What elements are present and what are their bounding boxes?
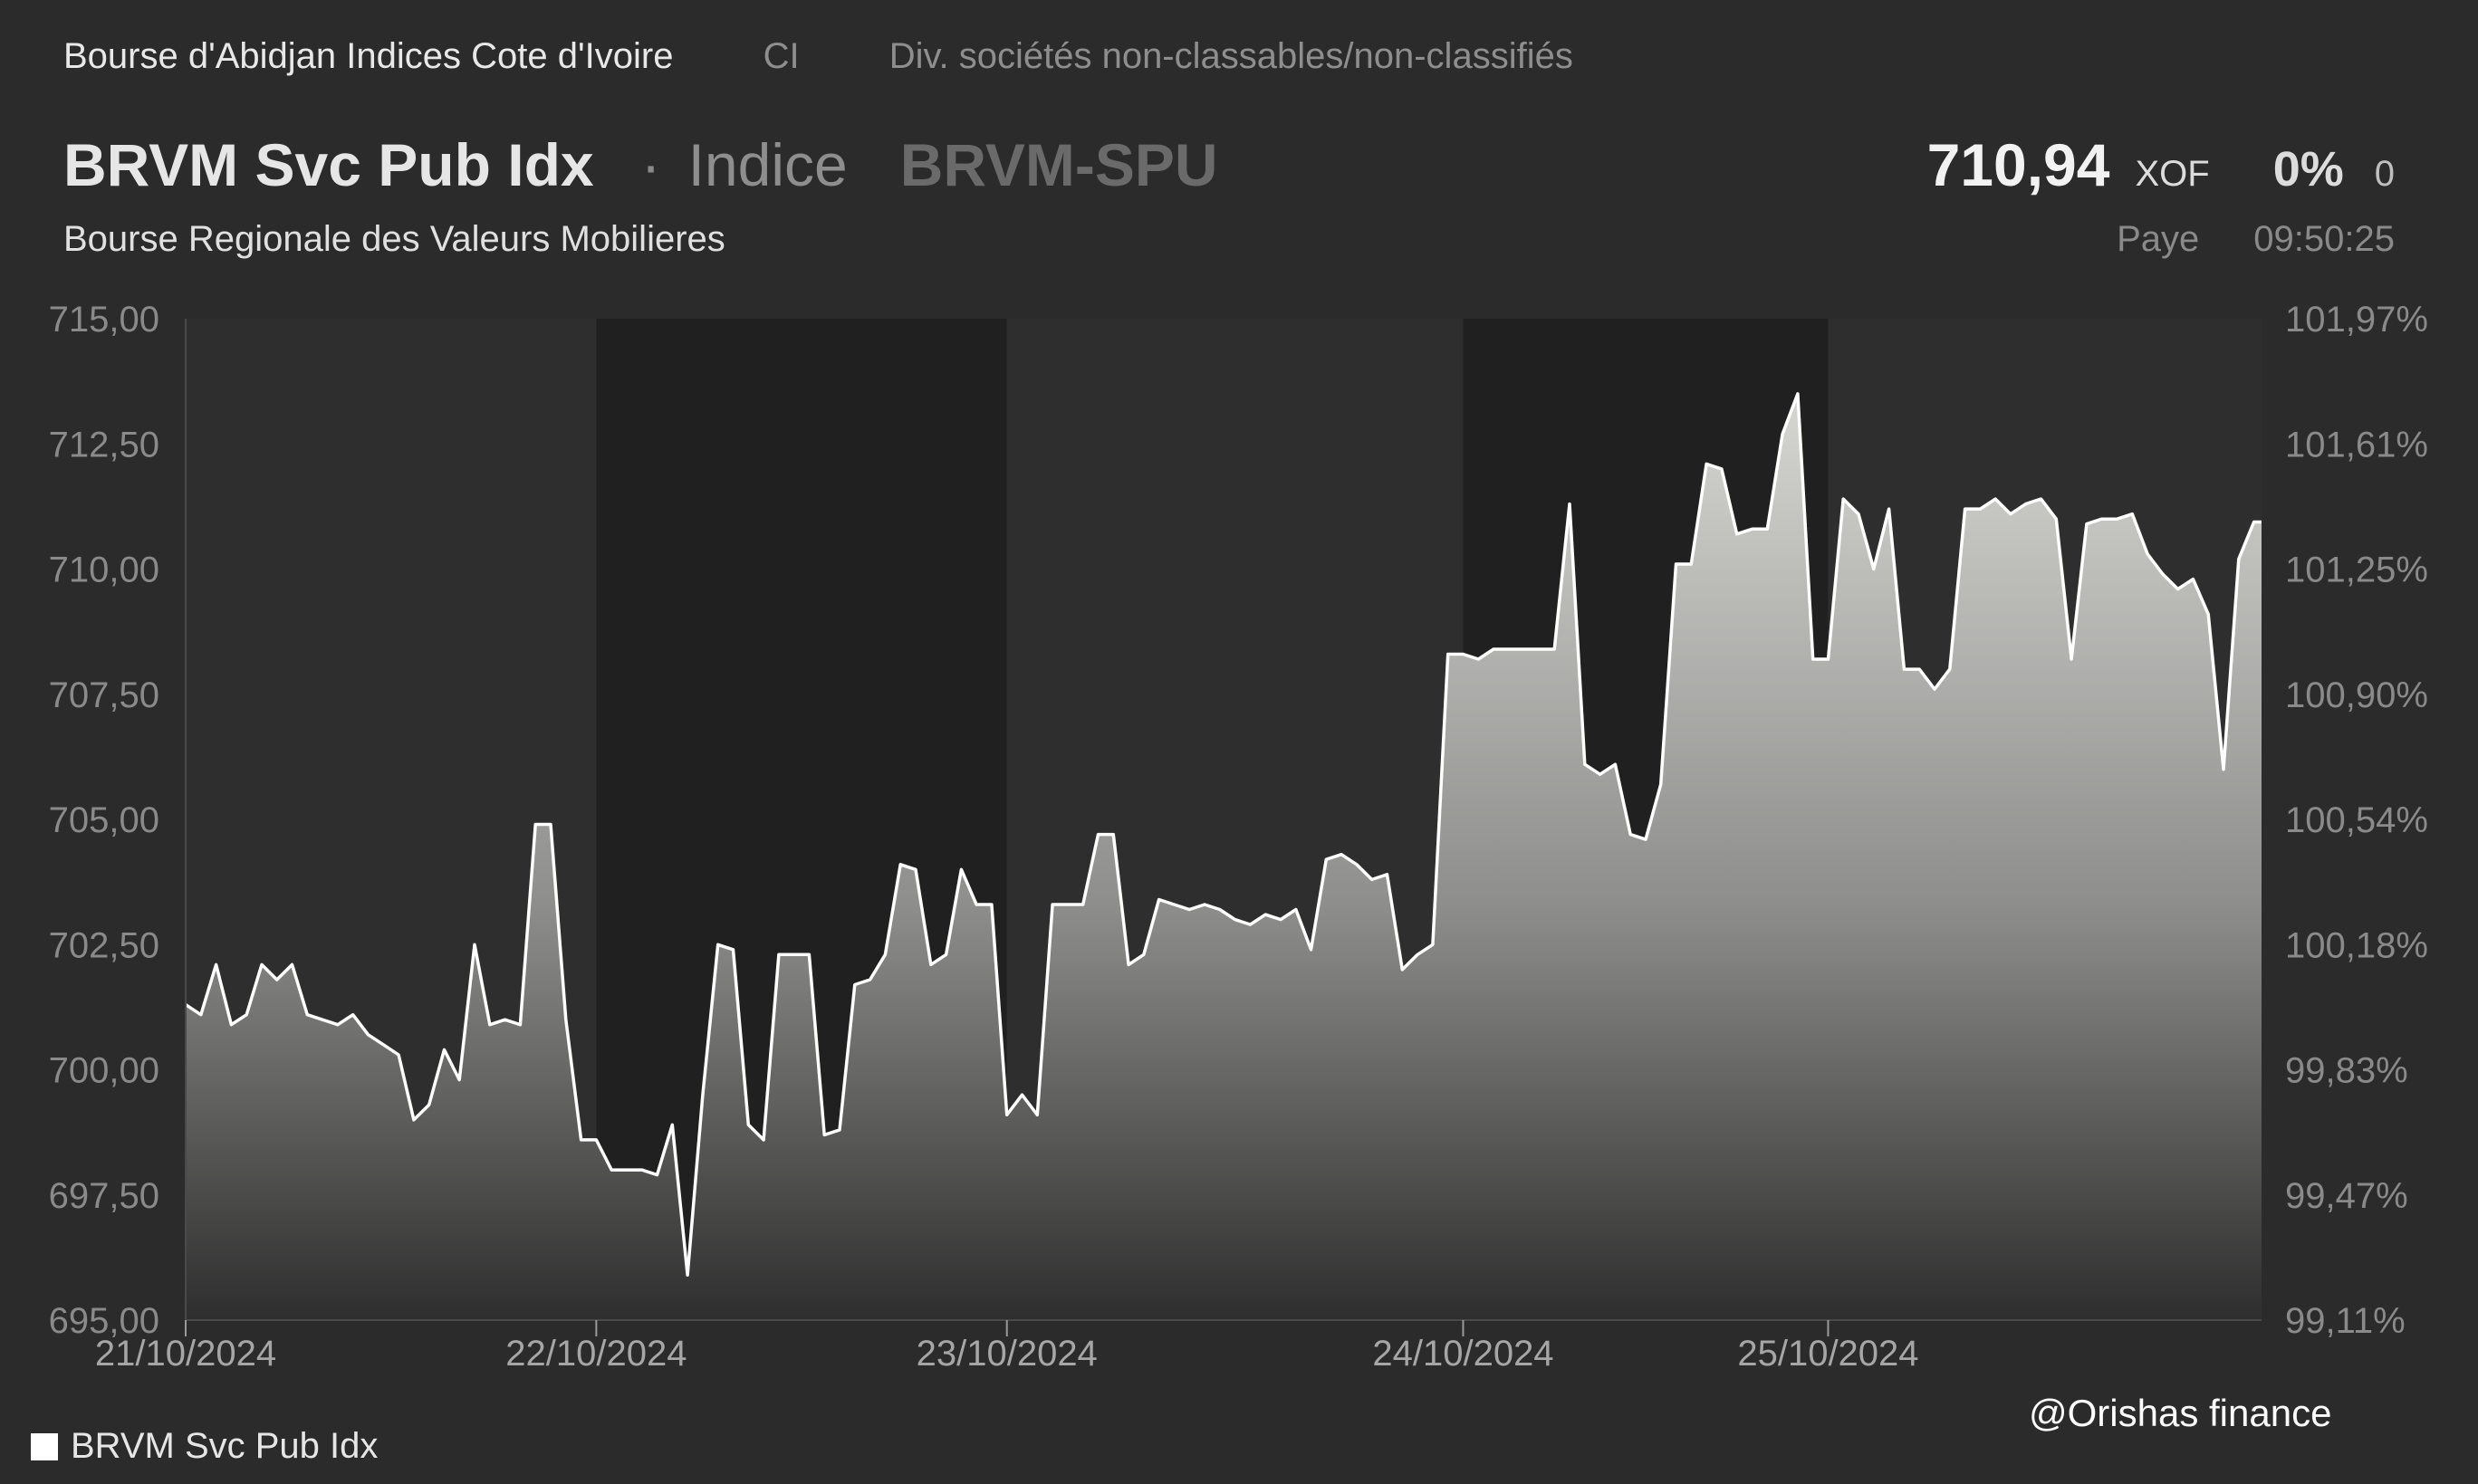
y-tick-right: 100,90% [2285,675,2428,715]
quote-time: 09:50:25 [2253,219,2395,259]
y-tick-right: 101,61% [2285,425,2428,464]
series-line [185,392,2262,1277]
axes [185,319,2262,1321]
instrument-name: BRVM Svc Pub Idx [63,131,594,198]
change-percent: 0% [2272,142,2344,196]
breadcrumb: Bourse d'Abidjan Indices Cote d'Ivoire C… [63,31,1653,81]
exchange-full-name: Bourse Regionale des Valeurs Mobilieres [63,219,725,259]
title-separator: · [640,131,661,198]
legend[interactable]: BRVM Svc Pub Idx [31,1423,378,1469]
legend-swatch [31,1433,58,1460]
breadcrumb-exchange[interactable]: Bourse d'Abidjan Indices Cote d'Ivoire [63,36,674,76]
y-axis-left: 695,00 697,50 700,00 702,50 705,00 707,50 710,… [49,300,159,1341]
last-price: 710,94 [1926,131,2110,198]
legend-label: BRVM Svc Pub Idx [71,1426,379,1466]
breadcrumb-country[interactable]: CI [763,36,800,76]
breadcrumb-sector[interactable]: Div. sociétés non-classables/non-classif… [888,36,1573,76]
market-status: Paye 09:50:25 [2117,215,2395,263]
x-tick-label: 24/10/2024 [1372,1334,1553,1374]
currency: XOF [2135,154,2210,194]
y-tick-right: 99,11% [2285,1301,2406,1341]
y-tick-left: 710,00 [49,551,159,590]
x-tick-label: 22/10/2024 [505,1334,687,1374]
y-tick-right: 101,97% [2285,300,2428,340]
y-axis-right: 99,11% 99,47% 99,83% 100,18% 100,54% 100,90% 1… [2285,300,2428,1341]
y-tick-left: 700,00 [49,1051,159,1091]
y-tick-left: 695,00 [49,1301,159,1341]
status-country: Paye [2117,219,2200,259]
y-tick-right: 101,25% [2285,551,2428,590]
x-axis: 21/10/2024 22/10/2024 23/10/2024 24/10/2024… [95,1320,1919,1374]
y-tick-left: 697,50 [49,1176,159,1216]
instrument-title: BRVM Svc Pub Idx · Indice BRVM-SPU [63,129,1218,201]
area-layer [185,392,2262,1320]
y-tick-left: 705,00 [49,800,159,840]
y-tick-left: 715,00 [49,300,159,340]
y-tick-right: 100,18% [2285,925,2428,965]
change-value: 0 [2374,154,2395,194]
y-tick-right: 100,54% [2285,800,2428,840]
x-tick-label: 23/10/2024 [917,1334,1098,1374]
y-tick-right: 99,83% [2285,1051,2408,1091]
x-tick-label: 25/10/2024 [1737,1334,1918,1374]
x-tick-label: 21/10/2024 [95,1334,276,1374]
watermark: @Orishas finance [2029,1392,2332,1434]
y-tick-left: 712,50 [49,425,159,464]
y-tick-right: 99,47% [2285,1176,2408,1216]
y-tick-left: 702,50 [49,925,159,965]
instrument-ticker: BRVM-SPU [899,131,1218,198]
instrument-type: Indice [687,131,848,198]
y-tick-left: 707,50 [49,675,159,715]
quote-panel: 710,94 XOF 0% 0 [1927,129,2395,210]
